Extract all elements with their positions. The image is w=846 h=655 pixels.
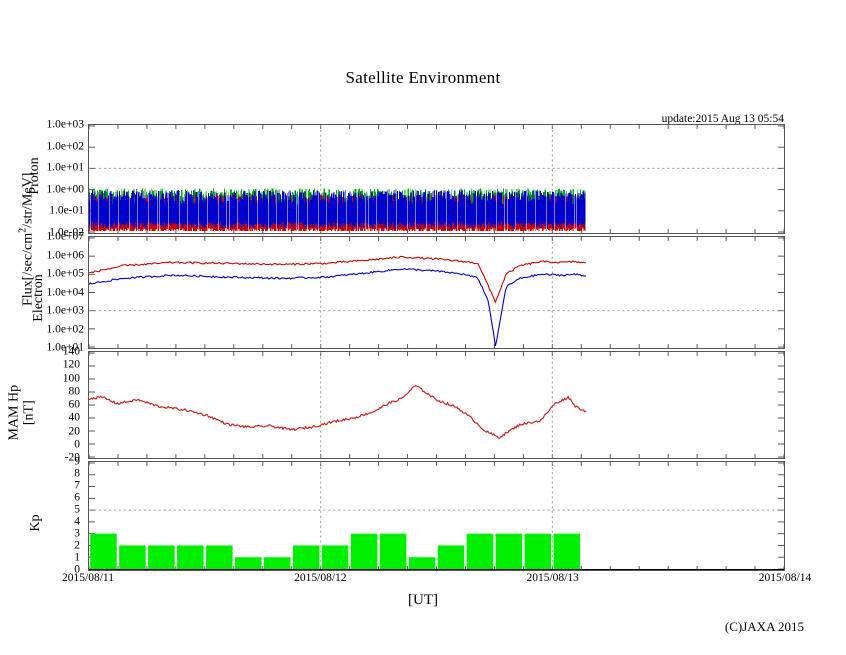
electron-y-axis-ticks: 1.0e+07 1.0e+06 1.0e+05 1.0e+04 1.0e+03 1.0e+…	[28, 231, 84, 353]
y-tick-label: 8	[74, 467, 80, 480]
y-tick-label: 1.0e+03	[46, 304, 84, 317]
electron-axis-label: Electron	[31, 274, 46, 322]
y-tick-label: 1	[74, 551, 80, 564]
flux-label-superscript: 2	[17, 227, 29, 233]
y-tick-label: 40	[68, 411, 81, 424]
kp-index-panel	[88, 461, 785, 571]
mam-label-line2: [nT]	[21, 400, 36, 426]
y-tick-label: 120	[62, 358, 80, 371]
proton-axis-label: Proton	[27, 157, 42, 195]
proton-plot-area	[89, 125, 784, 233]
y-tick-label: 3	[74, 527, 80, 540]
mam-hp-axis-label: MAM Hp [nT]	[6, 353, 36, 473]
y-tick-label: 6	[74, 491, 80, 504]
y-tick-label: 1.0e+03	[46, 118, 84, 131]
y-tick-label: 1.0e-01	[49, 204, 84, 217]
y-tick-label: 1.0e+05	[46, 267, 84, 280]
mam-label-line1: MAM Hp	[6, 384, 22, 441]
proton-y-axis-ticks: 1.0e+03 1.0e+02 1.0e+01 1.0e+00 1.0e-01 1.0e-…	[28, 119, 84, 238]
y-tick-label: 1.0e+01	[46, 341, 84, 354]
mam-hp-panel	[88, 351, 785, 459]
y-tick-label: 1.0e-02	[49, 226, 84, 239]
x-axis-label: [UT]	[408, 592, 438, 608]
proton-flux-panel	[88, 124, 785, 234]
y-tick-label: 100	[62, 371, 80, 384]
y-tick-label: 1.0e+00	[46, 183, 84, 196]
mam-hp-y-axis-ticks: 140 120 100 80 60 40 20 0 -20	[28, 346, 84, 463]
y-tick-label: 4	[74, 515, 80, 528]
x-tick-label: 2015/08/13	[526, 572, 579, 584]
y-tick-label: 1.0e+06	[46, 248, 84, 261]
y-tick-label: 2	[74, 539, 80, 552]
x-tick-label: 2015/08/12	[294, 572, 347, 584]
y-tick-label: 0	[74, 563, 80, 576]
y-tick-label: 9	[74, 455, 80, 468]
mam-hp-plot-area	[89, 352, 784, 458]
y-tick-label: 0	[74, 438, 80, 450]
x-tick-label: 2015/08/14	[758, 572, 812, 584]
y-tick-label: 20	[68, 424, 81, 437]
kp-plot-area	[89, 462, 784, 570]
y-tick-label: 5	[74, 503, 80, 516]
y-tick-label: 7	[74, 479, 80, 492]
y-tick-label: 60	[68, 398, 81, 411]
update-timestamp: update:2015 Aug 13 05:54	[661, 113, 784, 125]
y-tick-label: -20	[64, 451, 80, 464]
y-tick-label: 1.0e+04	[46, 285, 84, 298]
y-tick-label: 80	[68, 385, 81, 397]
copyright-notice: (C)JAXA 2015	[724, 619, 804, 634]
electron-plot-area	[89, 237, 784, 348]
y-tick-label: 1.0e+02	[46, 322, 84, 335]
kp-axis-label: Kp	[28, 514, 43, 532]
electron-flux-panel	[88, 236, 785, 349]
y-tick-label: 1.0e+07	[46, 230, 84, 243]
page-title: Satellite Environment	[345, 68, 501, 87]
y-tick-label: 1.0e+01	[46, 161, 84, 174]
x-tick-label: 2015/08/11	[62, 572, 114, 584]
y-tick-label: 140	[62, 345, 80, 358]
y-tick-label: 1.0e+02	[46, 139, 84, 152]
